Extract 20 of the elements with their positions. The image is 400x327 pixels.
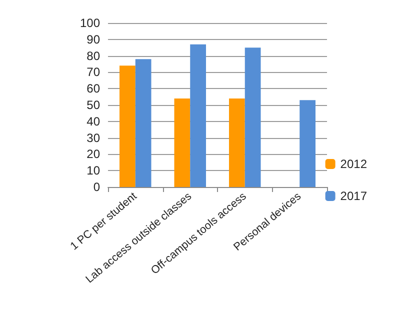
bar (229, 98, 245, 187)
y-tick-label: 20 (86, 147, 100, 162)
y-tick-label: 30 (86, 130, 100, 145)
bar (174, 98, 190, 187)
bar (135, 59, 152, 187)
y-tick-label: 0 (93, 180, 100, 194)
y-tick-label: 70 (86, 65, 100, 80)
y-tick-label: 60 (86, 82, 100, 96)
legend-label: 2017 (340, 189, 368, 203)
y-tick-label: 80 (86, 48, 100, 63)
y-tick-label: 40 (86, 114, 100, 128)
y-tick-label: 10 (86, 164, 100, 178)
bar (244, 48, 261, 187)
bar (300, 100, 316, 187)
y-tick-label: 50 (86, 98, 100, 112)
y-tick-label: 90 (86, 32, 100, 46)
bar (190, 44, 206, 187)
bar (120, 66, 136, 187)
legend-label: 2012 (340, 157, 368, 171)
y-tick-label: 100 (80, 16, 100, 30)
